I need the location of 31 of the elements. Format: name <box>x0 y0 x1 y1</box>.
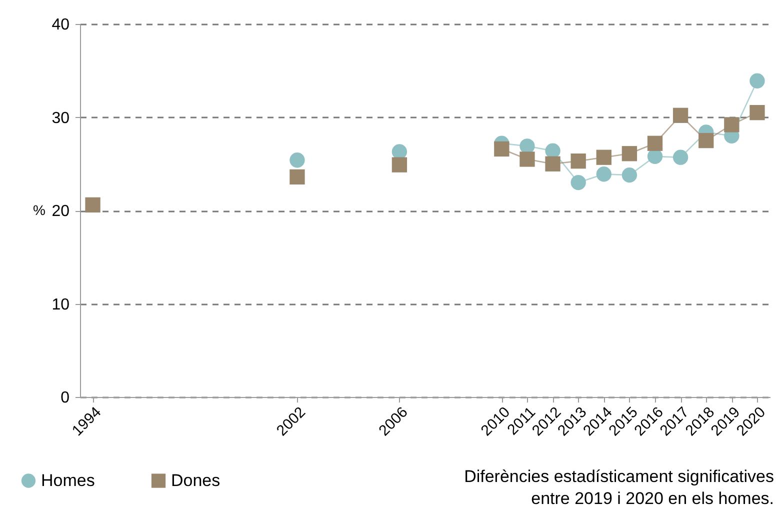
point <box>750 73 765 88</box>
y-tick-label: 30 <box>52 110 70 127</box>
point <box>750 105 765 120</box>
point <box>570 174 586 190</box>
point <box>647 136 663 151</box>
y-tick-label: 40 <box>52 16 70 34</box>
legend-label: Dones <box>171 470 220 490</box>
point <box>570 153 586 169</box>
text: Diferències estadísticament significatives entre 2019 i 2020 en els homes. <box>464 467 774 508</box>
point <box>622 167 638 183</box>
y-tick-label: 10 <box>52 296 70 314</box>
point <box>596 166 612 182</box>
point <box>672 150 688 165</box>
point <box>290 152 305 168</box>
point <box>724 117 740 132</box>
y-tick-label: 20 <box>52 203 70 220</box>
legend-label: Homes <box>41 470 95 490</box>
point <box>545 156 560 172</box>
point <box>85 197 100 212</box>
point <box>520 152 535 167</box>
point <box>596 150 612 165</box>
y-tick-label: 0 <box>60 390 70 406</box>
point <box>545 143 560 158</box>
point <box>622 146 638 162</box>
point <box>392 157 408 172</box>
point <box>672 108 688 123</box>
point <box>290 169 305 185</box>
y-axis-title: % <box>33 202 46 218</box>
point <box>494 141 510 157</box>
point <box>698 132 714 148</box>
point <box>647 148 663 164</box>
